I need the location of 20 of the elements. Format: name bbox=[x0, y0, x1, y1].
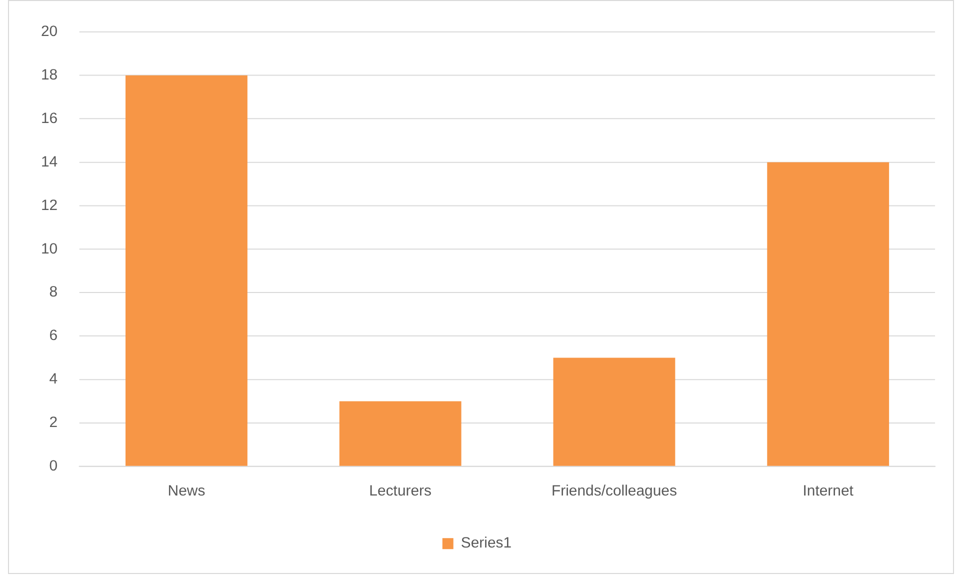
bar bbox=[553, 358, 676, 466]
y-tick-label: 4 bbox=[49, 370, 58, 388]
legend-label: Series1 bbox=[460, 534, 512, 552]
x-tick-label: Internet bbox=[802, 482, 854, 500]
y-tick-label: 16 bbox=[40, 110, 58, 127]
y-tick-label: 6 bbox=[49, 327, 58, 344]
x-tick-label: News bbox=[168, 482, 206, 500]
x-tick-label: Friends/colleagues bbox=[551, 482, 677, 500]
y-tick-label: 10 bbox=[40, 240, 58, 258]
bar bbox=[126, 75, 248, 466]
y-tick-label: 20 bbox=[40, 23, 58, 40]
y-tick-label: 8 bbox=[49, 284, 58, 301]
y-tick-label: 2 bbox=[49, 414, 58, 432]
y-tick-label: 14 bbox=[40, 153, 58, 170]
bar bbox=[339, 401, 462, 466]
bar bbox=[767, 162, 890, 466]
y-tick-label: 18 bbox=[40, 66, 58, 84]
y-tick-label: 0 bbox=[49, 458, 58, 474]
x-tick-label: Lecturers bbox=[369, 482, 432, 500]
y-tick-label: 12 bbox=[40, 196, 58, 214]
